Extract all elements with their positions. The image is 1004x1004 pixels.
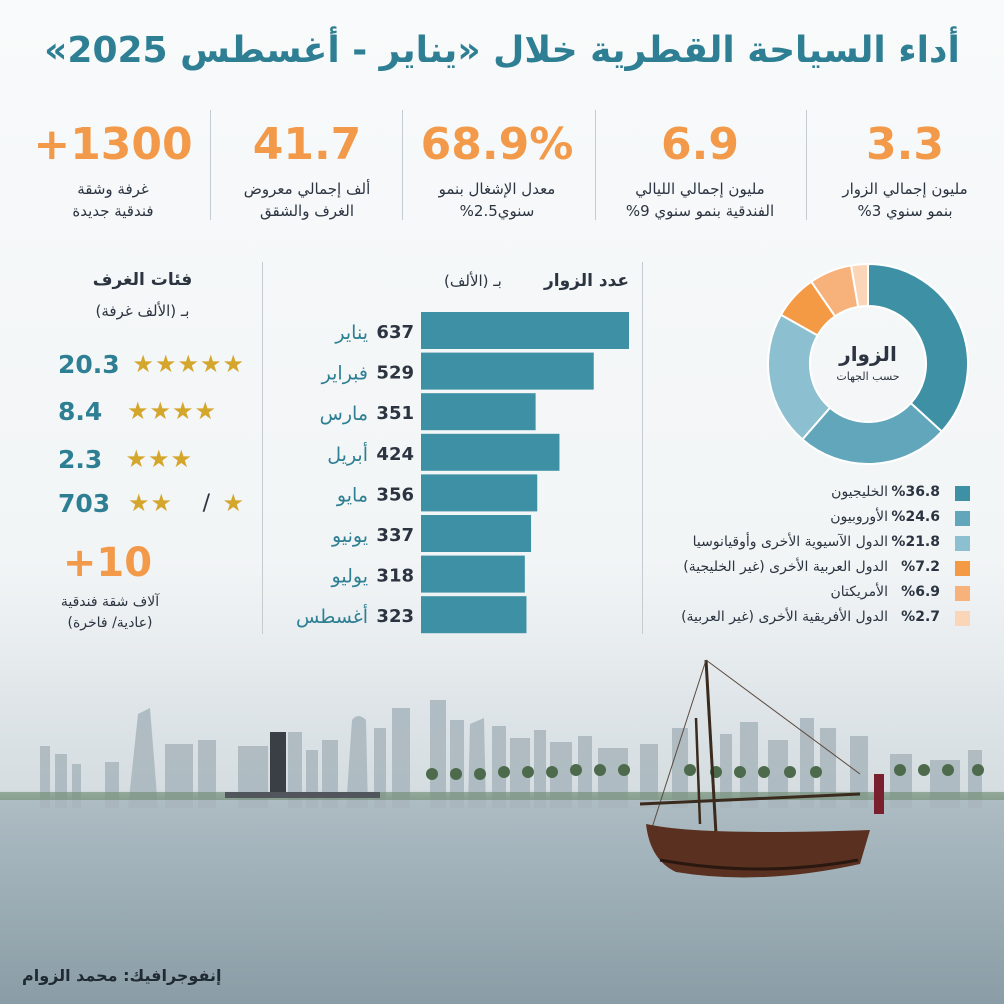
divider bbox=[642, 262, 643, 634]
star-icon: ★★ bbox=[127, 489, 173, 517]
room-categories-title: فئات الغرف bbox=[92, 270, 193, 290]
stat-label: مليون إجمالي الزوار بنمو سنوي 3% bbox=[842, 180, 968, 220]
visitors-bar-chart: عدد الزوار بـ (الألف) 637 يناير 529 فبراير 3… bbox=[296, 271, 629, 634]
bar-chart-title: عدد الزوار bbox=[543, 271, 629, 291]
stat-supply: 41.7 ألف إجمالي معروض الغرف والشقق bbox=[212, 118, 402, 222]
legend-percent: %7.2 bbox=[901, 559, 940, 575]
legend-label: الدول الآسيوية الأخرى وأوقيانوسيا bbox=[692, 534, 888, 550]
bar-category-label: أغسطس bbox=[296, 604, 368, 628]
stat-value: 68.9% bbox=[420, 119, 574, 170]
donut-subtitle: حسب الجهات bbox=[836, 370, 900, 383]
dhow-boat-illustration bbox=[639, 659, 884, 878]
legend-swatch bbox=[955, 511, 970, 526]
credit: إنفوجرافيك: محمد الزوام bbox=[22, 966, 222, 985]
stat-new-rooms: +1300 غرفة وشقة فندقية جديدة bbox=[18, 118, 208, 222]
bar-value-label: 637 bbox=[376, 322, 414, 343]
legend-swatch bbox=[955, 586, 970, 601]
star-icon: ★ bbox=[222, 489, 245, 517]
bar-category-label: يوليو bbox=[331, 566, 368, 588]
bar-value-label: 318 bbox=[376, 566, 414, 587]
legend-label: الخليجيون bbox=[831, 484, 888, 500]
room-value: 8.4 bbox=[58, 397, 103, 426]
legend-label: الدول الأفريقية الأخرى (غير العربية) bbox=[681, 609, 888, 625]
star-icon: ★★★ bbox=[125, 445, 193, 473]
bar-3 bbox=[421, 393, 536, 431]
visitors-by-region-donut bbox=[767, 262, 969, 465]
bar-category-label: فبراير bbox=[321, 363, 368, 385]
legend-percent: %24.6 bbox=[891, 509, 940, 525]
room-value: 20.3 bbox=[58, 350, 120, 379]
stat-label: مليون إجمالي الليالي الفندقية بنمو سنوي 9… bbox=[625, 180, 775, 220]
legend-percent: %6.9 bbox=[901, 584, 940, 600]
room-value: 2.3 bbox=[58, 445, 103, 474]
bar-value-label: 424 bbox=[376, 444, 414, 465]
slash-separator: / bbox=[202, 491, 211, 516]
bar-category-label: مارس bbox=[320, 403, 368, 425]
apartments-label: آلاف شقة فندقية (عادية/ فاخرة) bbox=[60, 594, 160, 631]
bar-8 bbox=[421, 596, 527, 634]
stat-label: ألف إجمالي معروض الغرف والشقق bbox=[243, 180, 371, 220]
stat-value: 6.9 bbox=[661, 119, 739, 170]
doha-skyline-illustration bbox=[0, 659, 1004, 878]
legend-percent: %36.8 bbox=[891, 484, 940, 500]
legend-percent: %21.8 bbox=[891, 534, 940, 550]
bar-category-label: يونيو bbox=[331, 525, 368, 547]
room-value: 703 bbox=[58, 489, 111, 518]
bar-category-label: يناير bbox=[334, 322, 368, 344]
bar-4 bbox=[421, 433, 560, 471]
legend-item: %24.6 الأوروبيون bbox=[650, 509, 970, 529]
stat-visitors: 3.3 مليون إجمالي الزوار بنمو سنوي 3% bbox=[810, 118, 1000, 222]
legend-swatch bbox=[955, 561, 970, 576]
legend-item: %36.8 الخليجيون bbox=[650, 484, 970, 504]
divider bbox=[402, 110, 403, 220]
bar-category-label: أبريل bbox=[327, 442, 368, 466]
bar-value-label: 356 bbox=[376, 484, 414, 505]
bar-7 bbox=[421, 555, 525, 593]
legend-label: الأوروبيون bbox=[830, 509, 888, 525]
room-row-4-star: 8.4 ★★★★ bbox=[40, 393, 245, 433]
page-title: أداء السياحة القطرية خلال «يناير - أغسطس… bbox=[44, 30, 960, 71]
stat-value: 41.7 bbox=[252, 119, 362, 170]
room-row-5-star: 20.3 ★★★★★ bbox=[40, 346, 245, 386]
legend-label: الدول العربية الأخرى (غير الخليجية) bbox=[683, 559, 888, 575]
legend-percent: %2.7 bbox=[901, 609, 940, 625]
stat-value: 3.3 bbox=[866, 119, 944, 170]
stat-value: +1300 bbox=[33, 119, 193, 170]
bar-5 bbox=[421, 474, 538, 512]
apartments-value: +10 bbox=[62, 540, 153, 586]
star-icon: ★★★★ bbox=[126, 397, 217, 425]
donut-title: الزوار bbox=[839, 342, 897, 366]
legend-item: %7.2 الدول العربية الأخرى (غير الخليجية) bbox=[650, 559, 970, 579]
legend-label: الأمريكتان bbox=[830, 584, 889, 600]
divider bbox=[806, 110, 807, 220]
donut-slice-1 bbox=[867, 262, 969, 433]
stat-label: غرفة وشقة فندقية جديدة bbox=[72, 180, 154, 220]
bar-6 bbox=[421, 515, 532, 552]
stat-occupancy: 68.9% معدل الإشغال بنمو سنوي2.5% bbox=[402, 118, 592, 222]
bar-value-label: 337 bbox=[376, 525, 414, 546]
divider bbox=[262, 262, 263, 634]
bar-value-label: 529 bbox=[376, 363, 414, 384]
bar-chart-subtitle: بـ (الألف) bbox=[444, 271, 502, 290]
bar-1 bbox=[421, 312, 629, 349]
room-row-2-1-star: 703 ★ / ★★ bbox=[40, 485, 245, 525]
bar-value-label: 323 bbox=[376, 606, 414, 627]
bar-value-label: 351 bbox=[376, 403, 414, 424]
divider bbox=[595, 110, 596, 220]
divider bbox=[210, 110, 211, 220]
bar-2 bbox=[421, 352, 594, 390]
legend-swatch bbox=[955, 486, 970, 501]
legend-item: %21.8 الدول الآسيوية الأخرى وأوقيانوسيا bbox=[650, 534, 970, 554]
legend-item: %2.7 الدول الأفريقية الأخرى (غير العربية) bbox=[650, 609, 970, 629]
bar-category-label: مايو bbox=[336, 484, 368, 506]
stat-nights: 6.9 مليون إجمالي الليالي الفندقية بنمو سن… bbox=[605, 118, 795, 222]
legend-swatch bbox=[955, 536, 970, 551]
star-icon: ★★★★★ bbox=[132, 350, 245, 378]
room-row-3-star: 2.3 ★★★ bbox=[40, 441, 245, 481]
legend-swatch bbox=[955, 611, 970, 626]
donut-slice-6 bbox=[849, 262, 869, 308]
stat-label: معدل الإشغال بنمو سنوي2.5% bbox=[438, 180, 556, 220]
legend-item: %6.9 الأمريكتان bbox=[650, 584, 970, 604]
room-categories-subtitle: بـ (الألف غرفة) bbox=[95, 302, 190, 320]
